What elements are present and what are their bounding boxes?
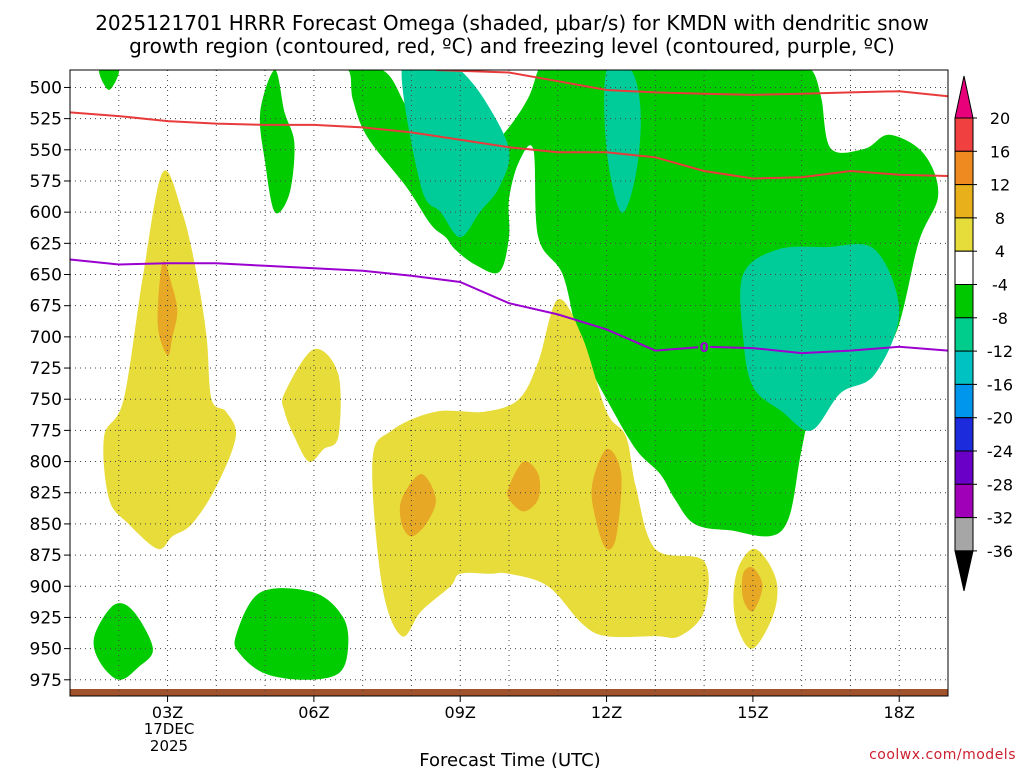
omega-region-orange-13 (157, 260, 178, 356)
y-tick-label-825: 825 (30, 484, 62, 504)
y-tick-label-850: 850 (30, 515, 62, 535)
colorbar-label-2: 16 (990, 142, 1010, 161)
colorbar-segment-6 (954, 284, 974, 319)
y-tick-label-775: 775 (30, 421, 62, 441)
omega-region-teal-2 (401, 70, 510, 238)
omega-region-green-7 (93, 603, 153, 680)
omega-region-teal-4 (740, 244, 900, 431)
x-tick-label-03Z: 03Z (152, 703, 183, 722)
freezing-level-line (70, 258, 948, 355)
omega-region-green-5 (259, 70, 295, 214)
colorbar-label-11: -24 (987, 442, 1013, 461)
date-label-year: 2025 (150, 737, 188, 755)
colorbar-segment-9 (954, 383, 974, 419)
omega-region-orange-17 (741, 566, 763, 612)
omega-region-green-8 (234, 588, 349, 680)
y-tick-label-600: 600 (30, 203, 62, 223)
colorbar-segment-11 (954, 450, 974, 485)
freezing-label-bg (698, 339, 711, 354)
y-tick-label-575: 575 (30, 172, 62, 192)
x-tick-label-06Z: 06Z (298, 703, 329, 722)
x-tick-label-15Z: 15Z (737, 703, 768, 722)
dgz-contour-line-1 (70, 111, 948, 180)
colorbar-label-4: 8 (995, 209, 1005, 228)
colorbar-label-7: -8 (992, 309, 1008, 328)
colorbar-label-5: 4 (995, 242, 1005, 261)
colorbar-segment-12 (954, 483, 974, 519)
colorbar-label-3: 12 (990, 176, 1010, 195)
x-axis-label: Forecast Time (UTC) (419, 750, 600, 768)
y-tick-label-650: 650 (30, 266, 62, 286)
ground-strip (70, 689, 948, 696)
x-tick-label-18Z: 18Z (884, 703, 915, 722)
colorbar-segment-4 (954, 217, 974, 252)
chart-title: 2025121701 HRRR Forecast Omega (shaded, … (95, 11, 929, 58)
colorbar-segment-3 (954, 184, 974, 219)
y-tick-label-500: 500 (30, 78, 62, 98)
y-tick-label-925: 925 (30, 608, 62, 628)
colorbar-segment-1 (954, 117, 974, 152)
omega-region-green-6 (99, 70, 119, 90)
contour-line-layer: 0 (70, 70, 948, 356)
y-tick-label-750: 750 (30, 390, 62, 410)
date-label-day: 17DEC (144, 720, 195, 738)
y-tick-label-625: 625 (30, 234, 62, 254)
y-tick-label-700: 700 (30, 328, 62, 348)
y-tick-label-875: 875 (30, 546, 62, 566)
x-tick-label-12Z: 12Z (591, 703, 622, 722)
dgz-contour-line-2 (435, 70, 948, 98)
site-credit: coolwx.com/models (869, 747, 1016, 763)
y-tick-label-550: 550 (30, 141, 62, 161)
colorbar-segment-13 (954, 517, 974, 552)
omega-region-orange-15 (507, 461, 541, 512)
y-tick-label-675: 675 (30, 297, 62, 317)
colorbar-bottom-arrow (954, 550, 974, 592)
colorbar: 20 16 12 8 4 -4 -8 -12 -16 -20 -24 -28 -32 -36 (954, 75, 1013, 592)
colorbar-label-8: -12 (987, 342, 1013, 361)
y-tick-label-800: 800 (30, 453, 62, 473)
axes-layer: 500 525 550 575 600 625 650 675 700 725 750 775 800 8… (30, 69, 949, 722)
chart-title-line-1: 2025121701 HRRR Forecast Omega (shaded, … (95, 11, 929, 35)
omega-fill-layer (70, 70, 948, 696)
y-tick-label-525: 525 (30, 110, 62, 130)
omega-region-orange-14 (399, 474, 436, 537)
plot-frame (69, 69, 949, 697)
colorbar-label-12: -28 (987, 475, 1013, 494)
colorbar-segment-7 (954, 317, 974, 352)
colorbar-segment-8 (954, 350, 974, 385)
colorbar-label-6: -4 (992, 276, 1008, 295)
colorbar-segment-5 (954, 250, 974, 285)
colorbar-segment-10 (954, 417, 974, 452)
freezing-level-label: 0 (700, 341, 709, 356)
colorbar-label-14: -36 (987, 542, 1013, 561)
colorbar-label-9: -16 (987, 375, 1013, 394)
y-tick-label-975: 975 (30, 671, 62, 691)
omega-region-yellow-10 (282, 348, 341, 462)
colorbar-top-arrow (954, 75, 974, 119)
omega-region-yellow-11 (372, 298, 709, 638)
y-tick-label-950: 950 (30, 640, 62, 660)
omega-region-teal-3 (604, 70, 641, 213)
y-tick-label-725: 725 (30, 359, 62, 379)
colorbar-label-10: -20 (987, 409, 1013, 428)
omega-region-orange-16 (591, 448, 622, 550)
colorbar-label-13: -32 (987, 509, 1013, 528)
x-tick-label-09Z: 09Z (445, 703, 476, 722)
colorbar-label-1: 20 (990, 109, 1010, 128)
y-tick-label-900: 900 (30, 577, 62, 597)
chart-title-line-2: growth region (contoured, red, ºC) and f… (129, 34, 895, 58)
omega-region-yellow-9 (103, 170, 237, 550)
colorbar-segment-2 (954, 150, 974, 186)
